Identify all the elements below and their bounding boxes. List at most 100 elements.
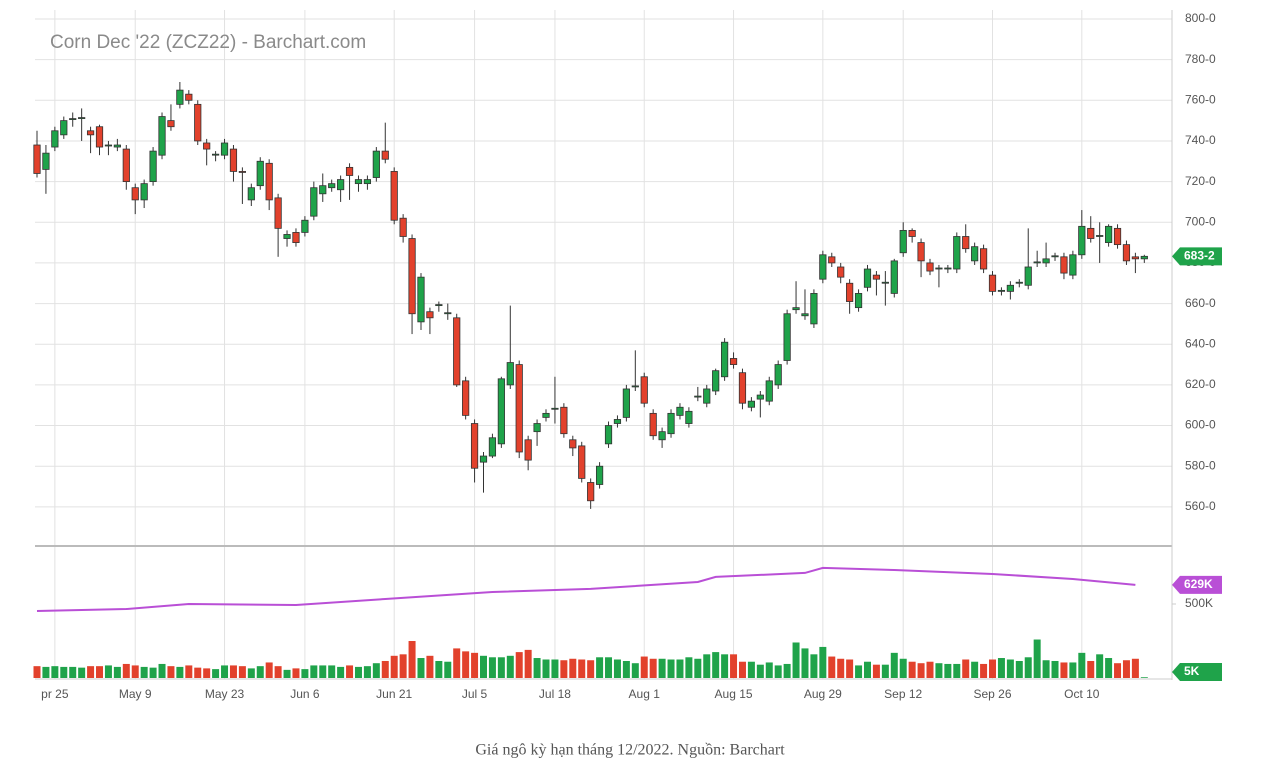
volume-bar: [1060, 662, 1068, 678]
volume-bar: [828, 656, 836, 678]
candle-body: [979, 248, 988, 270]
candle-body: [988, 274, 997, 292]
candle-body: [1006, 284, 1014, 292]
volume-bar: [140, 666, 148, 678]
volume-bar: [578, 659, 586, 678]
candle-body: [703, 388, 711, 404]
x-tick-label: May 23: [205, 687, 245, 701]
y-tick-label: 600-0: [1185, 418, 1216, 432]
candle-body: [631, 385, 639, 388]
y-tick-label: 640-0: [1185, 336, 1216, 350]
candle-body: [265, 162, 273, 201]
volume-bar: [292, 668, 300, 678]
volume-bar: [962, 659, 970, 678]
y-tick-label: 780-0: [1185, 52, 1216, 66]
candle-body: [819, 254, 827, 280]
candle-body: [444, 312, 452, 315]
volume-bar: [613, 659, 621, 678]
volume-bar: [1131, 658, 1139, 678]
volume-bar: [730, 654, 738, 678]
candle-body: [756, 394, 764, 400]
candle-body: [837, 266, 845, 278]
volume-bar: [989, 659, 997, 678]
candle-body: [479, 455, 488, 463]
candle-body: [1122, 244, 1131, 262]
candle-body: [417, 276, 425, 323]
candle-body: [1105, 225, 1113, 243]
volume-bar: [1122, 660, 1130, 678]
volume-bar: [1006, 659, 1014, 678]
volume-bar: [515, 652, 523, 678]
volume-bar: [980, 663, 988, 678]
candle-body: [810, 293, 818, 325]
candle-body: [962, 236, 970, 250]
candle-body: [533, 423, 541, 433]
x-tick-label: May 9: [119, 687, 152, 701]
candle-body: [363, 179, 372, 185]
candle-body: [542, 412, 550, 418]
candle-body: [676, 406, 684, 416]
candle-body: [167, 120, 175, 128]
volume-bar: [212, 669, 220, 678]
volume-bar: [694, 658, 702, 678]
candle-body: [854, 293, 863, 309]
candle-body: [569, 439, 577, 449]
volume-bar: [176, 666, 184, 678]
volume-bar: [96, 666, 104, 678]
volume-bar: [1051, 660, 1059, 678]
candle-body: [176, 89, 184, 105]
candle-body: [122, 148, 130, 183]
candle-body: [765, 380, 773, 402]
volume-bar: [417, 658, 425, 678]
volume-bar: [703, 654, 711, 678]
volume-bar: [319, 665, 327, 678]
volume-bar: [917, 663, 925, 678]
volume-bar: [846, 659, 854, 678]
candle-body: [667, 412, 675, 435]
volume-bar: [131, 665, 139, 678]
candle-body: [310, 187, 318, 217]
candle-body: [51, 130, 59, 148]
volume-bar: [596, 657, 604, 678]
x-tick-label: Oct 10: [1064, 687, 1100, 701]
candle-body: [33, 144, 41, 174]
candle-body: [131, 187, 139, 201]
candle-body: [863, 268, 872, 288]
volume-bar: [908, 661, 916, 678]
candle-body: [149, 150, 157, 183]
candle-body: [78, 117, 86, 119]
volume-bar: [337, 666, 345, 678]
volume-bar: [238, 666, 246, 678]
candle-body: [292, 232, 300, 243]
volume-bar: [149, 667, 157, 678]
candle-body: [113, 144, 121, 148]
candle-body: [203, 142, 211, 150]
candle-body: [587, 482, 595, 502]
candle-body: [828, 256, 836, 264]
volume-bar: [649, 658, 657, 678]
volume-bar: [301, 669, 309, 678]
candle-body: [1033, 261, 1041, 264]
volume-bar: [203, 668, 211, 678]
candle-body: [604, 425, 613, 445]
volume-bar: [1078, 652, 1086, 678]
volume-bar: [605, 657, 613, 678]
candle-body: [721, 341, 729, 378]
candle-body: [488, 437, 497, 457]
candle-body: [1024, 266, 1032, 286]
candle-body: [944, 267, 952, 270]
candle-body: [238, 171, 246, 173]
volume-bar: [87, 666, 95, 678]
volume-bar: [42, 666, 50, 678]
volume-bar: [363, 666, 371, 678]
y-tick-label: 560-0: [1185, 499, 1216, 513]
candle-body: [551, 407, 559, 410]
volume-bar: [471, 652, 479, 678]
candle-body: [1051, 255, 1059, 258]
candle-body: [86, 130, 95, 136]
candle-body: [613, 419, 622, 424]
volume-bar: [78, 667, 86, 678]
candle-body: [256, 160, 264, 187]
candle-body: [470, 423, 479, 469]
